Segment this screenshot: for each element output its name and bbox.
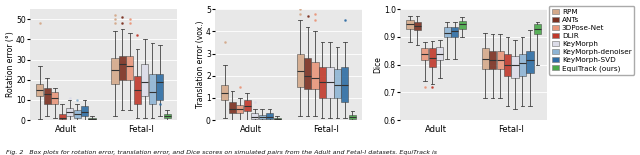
PathPatch shape (421, 48, 429, 60)
Y-axis label: Rotation error (°): Rotation error (°) (6, 32, 15, 97)
PathPatch shape (74, 110, 81, 118)
Text: Fig. 2   Box plots for rotation error, translation error, and Dice scores on sim: Fig. 2 Box plots for rotation error, tra… (6, 150, 437, 155)
Legend: RPM, ANTs, 3DPose-Net, DLIR, KeyMorph, KeyMorph-denoiser, KeyMorph-SVD, EquiTrac: RPM, ANTs, 3DPose-Net, DLIR, KeyMorph, K… (549, 6, 634, 75)
PathPatch shape (444, 27, 451, 37)
PathPatch shape (414, 22, 421, 30)
PathPatch shape (228, 102, 236, 113)
PathPatch shape (489, 51, 496, 69)
PathPatch shape (51, 92, 58, 104)
PathPatch shape (326, 67, 333, 98)
Y-axis label: Dice: Dice (373, 56, 382, 73)
PathPatch shape (141, 64, 148, 96)
PathPatch shape (244, 100, 251, 111)
PathPatch shape (304, 58, 311, 89)
PathPatch shape (459, 21, 466, 29)
PathPatch shape (312, 62, 319, 89)
PathPatch shape (88, 118, 95, 120)
PathPatch shape (519, 53, 526, 76)
PathPatch shape (349, 115, 356, 119)
PathPatch shape (221, 85, 228, 100)
PathPatch shape (429, 48, 436, 67)
PathPatch shape (451, 27, 458, 37)
PathPatch shape (134, 76, 141, 104)
PathPatch shape (66, 108, 73, 116)
PathPatch shape (497, 51, 504, 69)
PathPatch shape (126, 55, 134, 80)
PathPatch shape (251, 113, 259, 119)
PathPatch shape (36, 84, 44, 96)
PathPatch shape (148, 74, 156, 104)
PathPatch shape (511, 56, 518, 78)
PathPatch shape (164, 114, 171, 118)
PathPatch shape (319, 67, 326, 98)
PathPatch shape (406, 20, 413, 29)
PathPatch shape (44, 88, 51, 104)
PathPatch shape (504, 53, 511, 76)
PathPatch shape (334, 69, 341, 98)
PathPatch shape (266, 113, 273, 119)
PathPatch shape (436, 47, 444, 60)
Y-axis label: Translation error (vox.): Translation error (vox.) (196, 21, 205, 108)
PathPatch shape (236, 105, 243, 113)
PathPatch shape (111, 58, 118, 84)
PathPatch shape (259, 115, 266, 119)
PathPatch shape (156, 74, 163, 100)
PathPatch shape (119, 55, 126, 80)
PathPatch shape (296, 53, 303, 87)
PathPatch shape (534, 24, 541, 34)
PathPatch shape (341, 67, 348, 102)
PathPatch shape (273, 118, 281, 120)
PathPatch shape (59, 114, 66, 119)
PathPatch shape (81, 106, 88, 116)
PathPatch shape (482, 48, 489, 69)
PathPatch shape (526, 51, 534, 73)
